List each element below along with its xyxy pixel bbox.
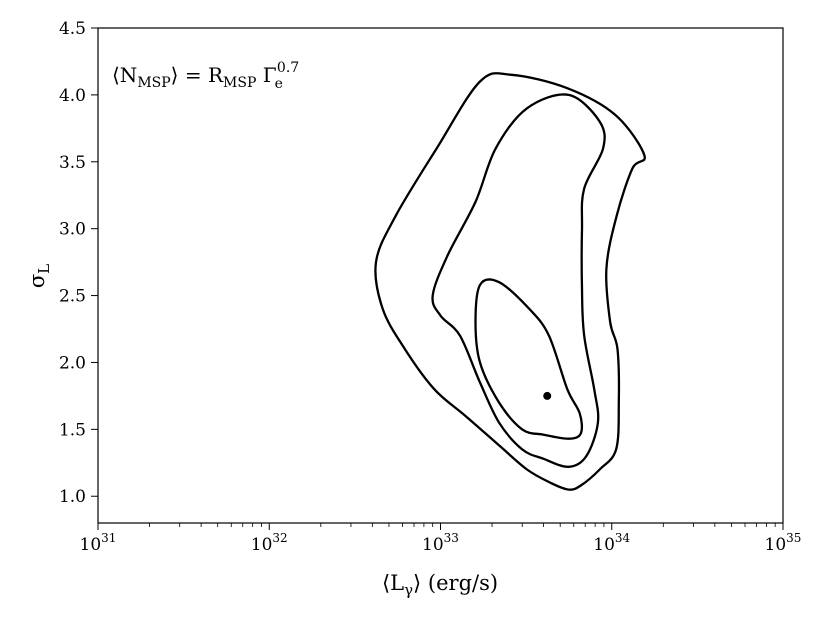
best-fit-layer bbox=[543, 391, 552, 400]
x-tick-label: 1031 bbox=[80, 531, 117, 555]
y-tick-label: 2.5 bbox=[59, 287, 86, 307]
x-tick-label: 1033 bbox=[422, 531, 459, 555]
contour-layer bbox=[374, 72, 646, 491]
contour-outer bbox=[374, 72, 646, 491]
best-fit-point bbox=[543, 391, 552, 400]
x-tick-label: 1034 bbox=[593, 531, 630, 555]
y-tick-label: 3.0 bbox=[59, 220, 86, 240]
y-tick-label: 4.0 bbox=[59, 86, 86, 106]
contour-inner bbox=[474, 278, 584, 440]
y-tick-label: 1.0 bbox=[59, 487, 86, 507]
x-axis-label: ⟨Lγ⟩ (erg/s) bbox=[382, 571, 498, 599]
y-tick-label: 4.5 bbox=[59, 19, 86, 39]
x-tick-label: 1032 bbox=[251, 531, 288, 555]
plot-frame bbox=[97, 27, 784, 524]
x-axis-ticks: 1031 1032 1033 1034 1035 bbox=[80, 523, 802, 555]
y-tick-label: 1.5 bbox=[59, 420, 86, 440]
x-tick-label: 1035 bbox=[765, 531, 802, 555]
y-tick-label: 2.0 bbox=[59, 353, 86, 373]
y-tick-label: 3.5 bbox=[59, 153, 86, 173]
chart-annotation: ⟨NMSP⟩ = RMSP Γe0.7 bbox=[112, 60, 299, 92]
y-axis-ticks: 1.0 1.5 2.0 2.5 3.0 3.5 4.0 4.5 bbox=[59, 19, 98, 507]
y-axis-label: σL bbox=[25, 264, 53, 288]
contour-middle bbox=[431, 93, 606, 468]
